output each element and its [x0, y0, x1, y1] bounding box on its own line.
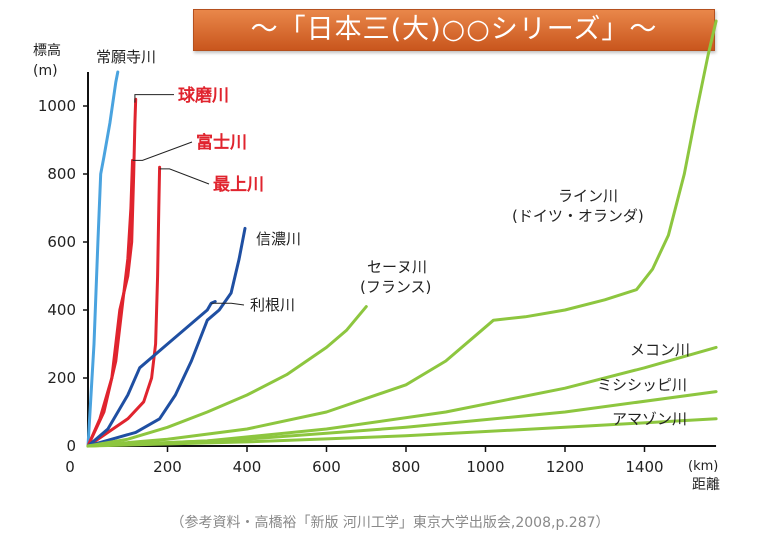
series-label: アマゾン川 [612, 410, 687, 428]
x-axis-title: 距離 [692, 476, 720, 493]
y-tick-label: 0 [66, 437, 76, 455]
series-line [86, 226, 247, 448]
source-citation: （参考資料・高橋裕「新版 河川工学」東京大学出版会,2008,p.287） [170, 515, 610, 531]
series-label: (ドイツ・オランダ) [512, 207, 644, 225]
y-tick-label: 200 [47, 369, 76, 387]
series-label: 信濃川 [256, 230, 301, 248]
series-line [86, 390, 718, 448]
series-label: 利根川 [250, 296, 295, 314]
series-label: ミシシッピ川 [597, 376, 687, 394]
series-label: 最上川 [213, 175, 264, 195]
title-banner: 〜「日本三(大)○○シリーズ」〜 [193, 9, 715, 51]
y-tick-label: 600 [47, 233, 76, 251]
series-line [86, 19, 718, 448]
series-line [86, 70, 120, 448]
series-line [86, 345, 718, 448]
series-label: ライン川 [558, 187, 618, 205]
series-label: セーヌ川 [367, 258, 427, 276]
series-line [86, 417, 718, 448]
x-tick-label: 1400 [625, 458, 663, 476]
y-tick-label: 800 [47, 165, 76, 183]
x-tick-label: 200 [153, 458, 182, 476]
series-line [86, 158, 134, 448]
label-leader [132, 141, 193, 161]
label-leader [134, 94, 174, 103]
series-label: 球磨川 [178, 85, 229, 106]
y-tick-label: 1000 [38, 97, 76, 115]
y-axis-title: 標高 [33, 42, 61, 59]
x-tick-label: 1000 [466, 458, 504, 476]
series-label: (フランス) [360, 278, 431, 296]
x-tick-label: 1200 [546, 458, 584, 476]
series-line [86, 300, 217, 448]
series-line [86, 305, 368, 448]
y-axis-unit: (m) [33, 63, 58, 79]
series-label: メコン川 [630, 341, 690, 359]
series-line [86, 165, 162, 448]
series-label: 常願寺川 [96, 48, 156, 66]
x-tick-label: 400 [233, 458, 262, 476]
y-tick-label: 400 [47, 301, 76, 319]
x-axis-unit: (km) [688, 459, 718, 474]
label-leader [211, 302, 245, 306]
label-leader [159, 168, 210, 185]
series-line [86, 97, 138, 448]
x-tick-label: 0 [65, 458, 75, 476]
series-label: 富士川 [196, 132, 247, 153]
x-tick-label: 800 [392, 458, 421, 476]
x-tick-label: 600 [312, 458, 341, 476]
